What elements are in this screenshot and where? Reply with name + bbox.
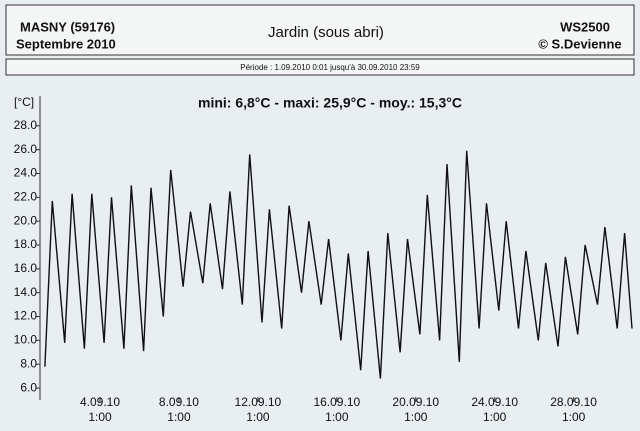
period-box [5, 58, 635, 76]
y-tick-label: 12.0 [14, 309, 38, 323]
y-tick-label: 14.0 [14, 285, 38, 299]
period: Période : 1.09.2010 0:01 jusqu'à 30.09.2… [240, 63, 420, 72]
x-tick-label: 4.09.10 1:00 [80, 395, 120, 424]
author: © S.Devienne [538, 36, 621, 51]
x-tick-label: 16.09.10 1:00 [313, 395, 360, 424]
y-tick-label: 24.0 [14, 166, 38, 180]
station: MASNY (59176) [20, 19, 115, 34]
x-tick-label: 20.09.10 1:00 [392, 395, 439, 424]
y-tick-label: 16.0 [14, 261, 38, 275]
y-tick-label: 18.0 [14, 237, 38, 251]
x-tick-label: 12.09.10 1:00 [235, 395, 282, 424]
line [44, 150, 633, 379]
y-label: [°C] [14, 95, 34, 109]
x-tick-label: 8.09.10 1:00 [159, 395, 199, 424]
y-tick-label: 26.0 [14, 142, 38, 156]
month: Septembre 2010 [16, 36, 116, 51]
y-tick-label: 20.0 [14, 213, 38, 227]
device: WS2500 [560, 19, 610, 34]
y-tick-label: 8.0 [20, 356, 37, 370]
y-tick-label: 28.0 [14, 118, 38, 132]
header-box [5, 4, 635, 56]
y-tick-label: 22.0 [14, 190, 38, 204]
y-tick-label: 6.0 [20, 380, 37, 394]
x-tick-label: 28.09.10 1:00 [550, 395, 597, 424]
header-title: Jardin (sous abri) [268, 24, 384, 41]
x-tick-label: 24.09.10 1:00 [471, 395, 518, 424]
chart-title: mini: 6,8°C - maxi: 25,9°C - moy.: 15,3°… [198, 95, 462, 111]
y-tick-label: 10.0 [14, 333, 38, 347]
